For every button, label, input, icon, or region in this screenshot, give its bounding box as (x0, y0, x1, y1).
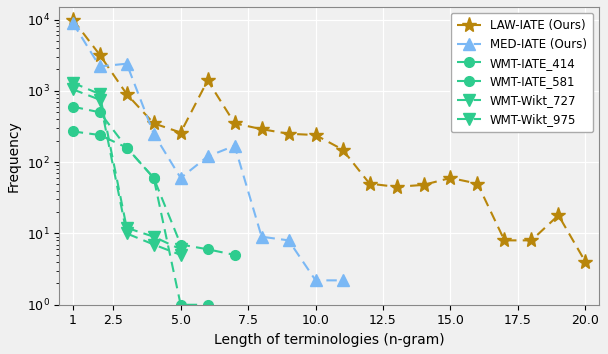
LAW-IATE (Ours) (231, 121, 238, 125)
MED-IATE (Ours) (312, 278, 319, 282)
WMT-IATE_414 (150, 176, 157, 180)
LAW-IATE (Ours) (285, 132, 292, 136)
WMT-Wikt_727 (69, 87, 77, 91)
LAW-IATE (Ours) (554, 213, 562, 217)
MED-IATE (Ours) (69, 21, 77, 25)
LAW-IATE (Ours) (123, 92, 130, 96)
WMT-Wikt_975 (96, 92, 103, 96)
WMT-IATE_414 (204, 303, 212, 307)
MED-IATE (Ours) (204, 154, 212, 159)
LAW-IATE (Ours) (366, 182, 373, 186)
MED-IATE (Ours) (231, 144, 238, 148)
MED-IATE (Ours) (285, 238, 292, 242)
WMT-Wikt_975 (150, 235, 157, 239)
LAW-IATE (Ours) (393, 185, 400, 189)
Line: WMT-Wikt_975: WMT-Wikt_975 (66, 76, 187, 256)
LAW-IATE (Ours) (474, 182, 481, 186)
Line: LAW-IATE (Ours): LAW-IATE (Ours) (65, 12, 593, 269)
LAW-IATE (Ours) (582, 260, 589, 264)
Y-axis label: Frequency: Frequency (7, 120, 21, 192)
LAW-IATE (Ours) (528, 238, 535, 242)
WMT-Wikt_727 (150, 242, 157, 247)
LAW-IATE (Ours) (312, 133, 319, 137)
WMT-IATE_414 (123, 145, 130, 150)
LAW-IATE (Ours) (96, 53, 103, 57)
LAW-IATE (Ours) (339, 148, 346, 152)
WMT-IATE_414 (96, 133, 103, 137)
LAW-IATE (Ours) (150, 121, 157, 125)
LAW-IATE (Ours) (69, 17, 77, 22)
LAW-IATE (Ours) (501, 238, 508, 242)
LAW-IATE (Ours) (420, 183, 427, 187)
WMT-IATE_414 (177, 303, 184, 307)
MED-IATE (Ours) (177, 176, 184, 180)
WMT-Wikt_727 (177, 253, 184, 257)
WMT-Wikt_975 (69, 81, 77, 85)
Line: MED-IATE (Ours): MED-IATE (Ours) (66, 17, 349, 287)
WMT-IATE_581 (150, 176, 157, 180)
Line: WMT-Wikt_727: WMT-Wikt_727 (66, 83, 187, 261)
Line: WMT-IATE_581: WMT-IATE_581 (68, 102, 240, 260)
WMT-Wikt_727 (96, 98, 103, 102)
WMT-Wikt_975 (177, 247, 184, 251)
Legend: LAW-IATE (Ours), MED-IATE (Ours), WMT-IATE_414, WMT-IATE_581, WMT-Wikt_727, WMT-: LAW-IATE (Ours), MED-IATE (Ours), WMT-IA… (451, 13, 593, 132)
MED-IATE (Ours) (123, 62, 130, 66)
MED-IATE (Ours) (258, 235, 265, 239)
X-axis label: Length of terminologies (n-gram): Length of terminologies (n-gram) (214, 333, 444, 347)
MED-IATE (Ours) (339, 278, 346, 282)
LAW-IATE (Ours) (204, 78, 212, 82)
WMT-IATE_581 (69, 104, 77, 109)
WMT-IATE_581 (96, 110, 103, 114)
LAW-IATE (Ours) (258, 127, 265, 131)
LAW-IATE (Ours) (177, 130, 184, 135)
WMT-IATE_414 (69, 129, 77, 133)
WMT-Wikt_975 (123, 226, 130, 230)
Line: WMT-IATE_414: WMT-IATE_414 (68, 126, 213, 310)
MED-IATE (Ours) (150, 132, 157, 136)
WMT-IATE_581 (231, 253, 238, 257)
MED-IATE (Ours) (96, 64, 103, 69)
WMT-IATE_581 (204, 247, 212, 251)
WMT-IATE_581 (123, 145, 130, 150)
LAW-IATE (Ours) (447, 176, 454, 180)
WMT-IATE_581 (177, 242, 184, 247)
WMT-Wikt_727 (123, 231, 130, 235)
